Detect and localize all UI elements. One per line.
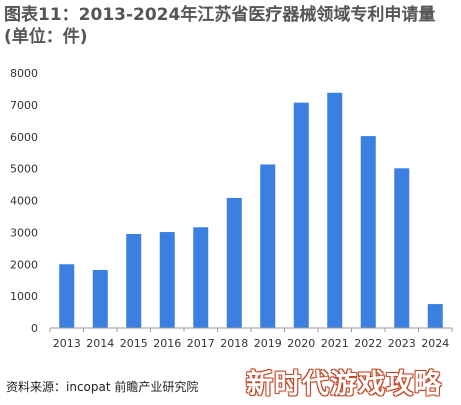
y-tick-label: 5000 (10, 163, 38, 176)
bar-series (59, 92, 443, 328)
bar-2017 (193, 227, 209, 328)
x-tick-label: 2021 (321, 337, 349, 350)
y-tick-label: 2000 (10, 258, 38, 271)
x-tick-label: 2013 (53, 337, 81, 350)
x-tick-label: 2024 (421, 337, 449, 350)
bar-2020 (293, 102, 309, 328)
bar-2014 (92, 269, 108, 328)
y-tick-label: 0 (31, 322, 38, 335)
x-tick-label: 2023 (388, 337, 416, 350)
y-tick-label: 3000 (10, 226, 38, 239)
bar-2024 (427, 304, 443, 328)
bar-2022 (360, 136, 376, 328)
y-axis-ticks: 0 1000 2000 3000 4000 5000 6000 7000 8000 (10, 67, 38, 335)
bar-2019 (260, 164, 276, 328)
chart-title: 图表11：2013-2024年江苏省医疗器械领域专利申请量(单位：件) (4, 5, 436, 47)
bar-2016 (159, 232, 175, 328)
x-tick-label: 2017 (187, 337, 215, 350)
overlay-text: 新时代游戏攻略 (246, 369, 442, 400)
y-tick-label: 8000 (10, 67, 38, 80)
x-tick-label: 2020 (287, 337, 315, 350)
x-tick-label: 2014 (86, 337, 114, 350)
bar-2021 (327, 92, 343, 328)
y-tick-label: 7000 (10, 99, 38, 112)
bar-2018 (226, 197, 242, 328)
x-tick-label: 2015 (120, 337, 148, 350)
y-tick-label: 6000 (10, 131, 38, 144)
bar-2023 (394, 168, 410, 328)
source-note: 资料来源：incopat 前瞻产业研究院 (6, 380, 199, 394)
y-tick-label: 4000 (10, 195, 38, 208)
x-tick-label: 2016 (153, 337, 181, 350)
x-tick-label: 2019 (254, 337, 282, 350)
x-axis-ticks: 2013 2014 2015 2016 2017 2018 2019 2020 2021 2022… (49, 328, 453, 350)
x-tick-label: 2018 (220, 337, 248, 350)
x-tick-label: 2022 (354, 337, 382, 350)
bar-2015 (126, 233, 142, 328)
y-tick-label: 1000 (10, 290, 38, 303)
bar-2013 (59, 264, 75, 328)
